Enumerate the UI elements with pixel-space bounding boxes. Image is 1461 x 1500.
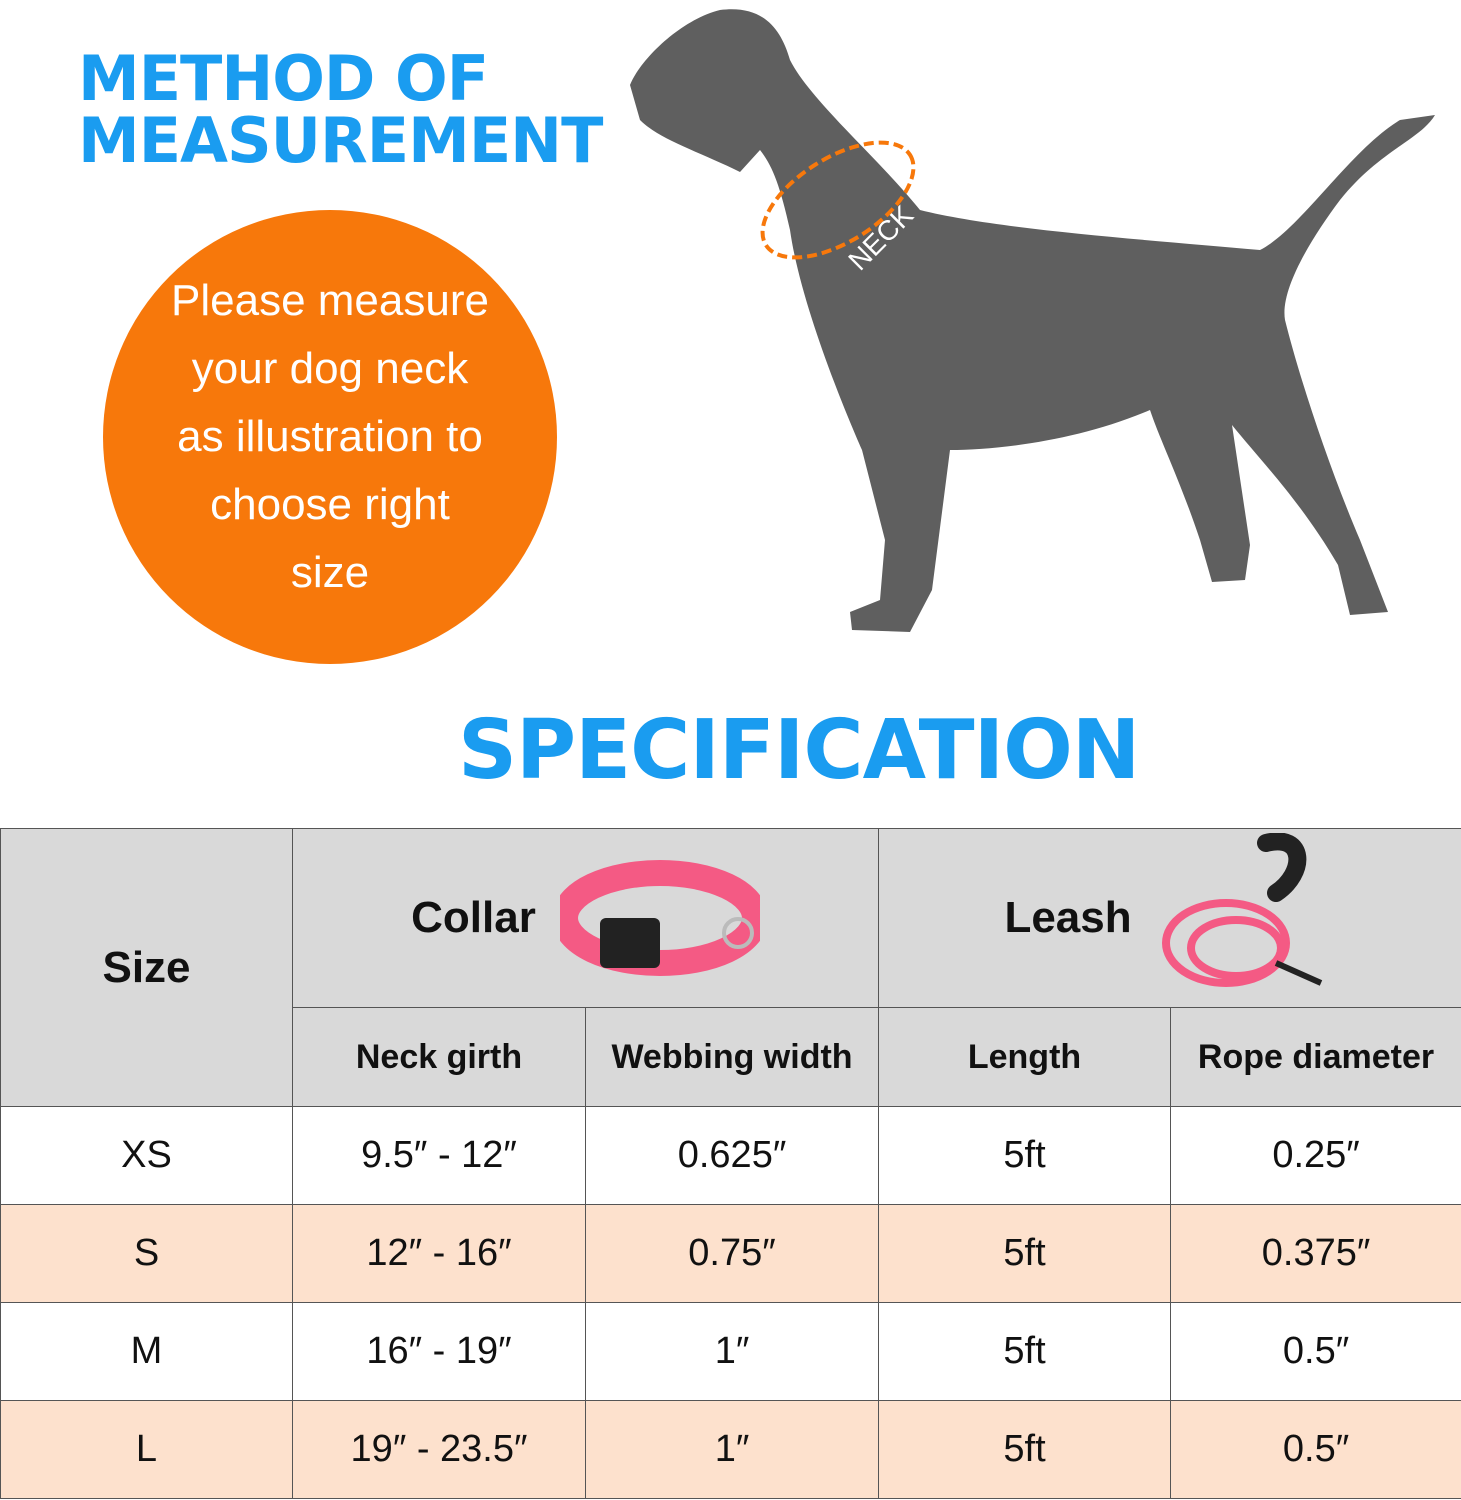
neck-cell: 16″ - 19″ [292, 1302, 586, 1401]
rope-cell: 0.25″ [1170, 1106, 1461, 1205]
length-cell: 5ft [878, 1400, 1172, 1499]
neck-cell: 12″ - 16″ [292, 1204, 586, 1303]
column-header-rope-diameter: Rope diameter [1170, 1007, 1461, 1107]
collar-header: Collar [291, 828, 880, 1008]
size-cell: L [0, 1400, 293, 1499]
webbing-cell: 1″ [584, 1400, 880, 1499]
size-cell: S [0, 1204, 293, 1303]
rope-cell: 0.5″ [1170, 1302, 1461, 1401]
leash-icon [1161, 833, 1322, 987]
table-row: L 19″ - 23.5″ 1″ 5ft 0.5″ [0, 1400, 1461, 1499]
heading-line-2: MEASUREMENT [78, 104, 603, 177]
neck-cell: 9.5″ - 12″ [292, 1106, 586, 1205]
table-row: M 16″ - 19″ 1″ 5ft 0.5″ [0, 1302, 1461, 1401]
column-header-length: Length [878, 1007, 1172, 1107]
spec-title: SPECIFICATION [458, 703, 1140, 798]
collar-icon [559, 860, 760, 976]
webbing-cell: 1″ [584, 1302, 880, 1401]
neck-loop-icon [760, 140, 916, 260]
rope-cell: 0.375″ [1170, 1204, 1461, 1303]
size-table: Size Collar Leash Neck girth Webbing wid… [0, 828, 1461, 1499]
column-header-neck-girth: Neck girth [292, 1007, 586, 1107]
instruction-circle: Please measure your dog neck as illustra… [103, 210, 557, 664]
dog-silhouette [630, 9, 1435, 633]
table-row: S 12″ - 16″ 0.75″ 5ft 0.375″ [0, 1204, 1461, 1303]
leash-header: Leash [878, 828, 1461, 1008]
neck-cell: 19″ - 23.5″ [292, 1400, 586, 1499]
rope-cell: 0.5″ [1170, 1400, 1461, 1499]
heading-line-1: METHOD OF [78, 42, 489, 115]
size-header: Size [0, 828, 293, 1107]
size-cell: M [0, 1302, 293, 1401]
webbing-cell: 0.75″ [584, 1204, 880, 1303]
webbing-cell: 0.625″ [584, 1106, 880, 1205]
length-cell: 5ft [878, 1204, 1172, 1303]
size-cell: XS [0, 1106, 293, 1205]
leash-label: Leash [1004, 893, 1132, 942]
length-cell: 5ft [878, 1106, 1172, 1205]
collar-label: Collar [411, 893, 536, 942]
column-header-webbing-width: Webbing width [584, 1007, 880, 1107]
table-row: XS 9.5″ - 12″ 0.625″ 5ft 0.25″ [0, 1106, 1461, 1205]
dog-illustration: NECK [630, 9, 1435, 633]
length-cell: 5ft [878, 1302, 1172, 1401]
instruction-text: Please measure your dog neck as illustra… [171, 276, 489, 597]
